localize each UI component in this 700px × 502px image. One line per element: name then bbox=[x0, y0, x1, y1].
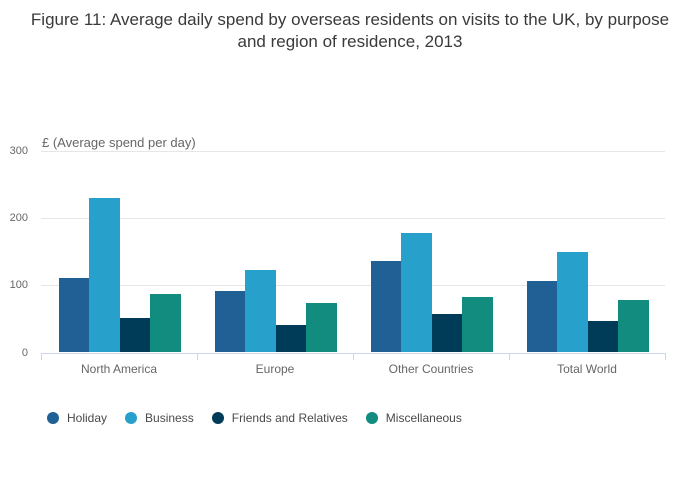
legend-item-holiday[interactable]: Holiday bbox=[47, 406, 107, 430]
bar-friends-and-relatives-north-america[interactable] bbox=[119, 318, 150, 353]
y-axis-title: £ (Average spend per day) bbox=[42, 135, 196, 150]
bar-miscellaneous-total-world[interactable] bbox=[618, 299, 649, 353]
legend-label: Holiday bbox=[67, 411, 108, 425]
x-axis-tick bbox=[665, 353, 666, 360]
y-tick-label-200: 200 bbox=[9, 211, 28, 224]
x-axis-tick bbox=[197, 353, 198, 360]
bar-business-europe[interactable] bbox=[245, 270, 276, 353]
category-label-north-america: North America bbox=[80, 362, 158, 376]
bar-holiday-other-countries[interactable] bbox=[370, 260, 401, 353]
bar-business-total-world[interactable] bbox=[557, 252, 588, 353]
bar-miscellaneous-europe[interactable] bbox=[306, 302, 337, 353]
legend-label: Business bbox=[145, 411, 194, 425]
y-tick-label-100: 100 bbox=[9, 279, 28, 292]
bar-business-north-america[interactable] bbox=[89, 197, 120, 353]
gridline-200 bbox=[41, 217, 665, 219]
bar-business-other-countries[interactable] bbox=[401, 233, 432, 353]
category-label-other-countries: Other Countries bbox=[388, 362, 474, 376]
category-label-europe: Europe bbox=[255, 362, 295, 376]
legend-marker-icon bbox=[211, 412, 224, 424]
bar-friends-and-relatives-total-world[interactable] bbox=[587, 320, 618, 353]
x-axis-tick bbox=[509, 353, 510, 360]
legend-label: Friends and Relatives bbox=[231, 411, 348, 425]
bar-miscellaneous-north-america[interactable] bbox=[150, 293, 181, 353]
legend-item-business[interactable]: Business bbox=[125, 406, 194, 430]
bar-holiday-north-america[interactable] bbox=[58, 277, 89, 353]
legend-marker-icon bbox=[125, 412, 138, 424]
bar-friends-and-relatives-other-countries[interactable] bbox=[431, 314, 462, 353]
bar-holiday-europe[interactable] bbox=[214, 290, 245, 353]
bar-holiday-total-world[interactable] bbox=[526, 281, 557, 353]
category-label-total-world: Total World bbox=[557, 362, 617, 376]
legend-item-friends-and-relatives[interactable]: Friends and Relatives bbox=[211, 406, 348, 430]
bar-friends-and-relatives-europe[interactable] bbox=[275, 324, 306, 353]
legend: Holiday Business Friends and Relatives Misc… bbox=[47, 406, 462, 430]
y-tick-label-300: 300 bbox=[9, 144, 28, 157]
chart-title: Figure 11: Average daily spend by overse… bbox=[30, 10, 670, 52]
gridline-300 bbox=[41, 150, 665, 152]
y-tick-label-0: 0 bbox=[21, 346, 28, 359]
legend-marker-icon bbox=[365, 412, 378, 424]
bar-miscellaneous-other-countries[interactable] bbox=[462, 296, 493, 353]
legend-marker-icon bbox=[47, 412, 59, 424]
x-axis-line bbox=[41, 352, 666, 354]
legend-label: Miscellaneous bbox=[385, 411, 462, 425]
legend-item-miscellaneous[interactable]: Miscellaneous bbox=[365, 406, 462, 430]
gridline-100 bbox=[41, 285, 665, 287]
x-axis-tick bbox=[41, 353, 42, 360]
x-axis-tick bbox=[353, 353, 354, 360]
